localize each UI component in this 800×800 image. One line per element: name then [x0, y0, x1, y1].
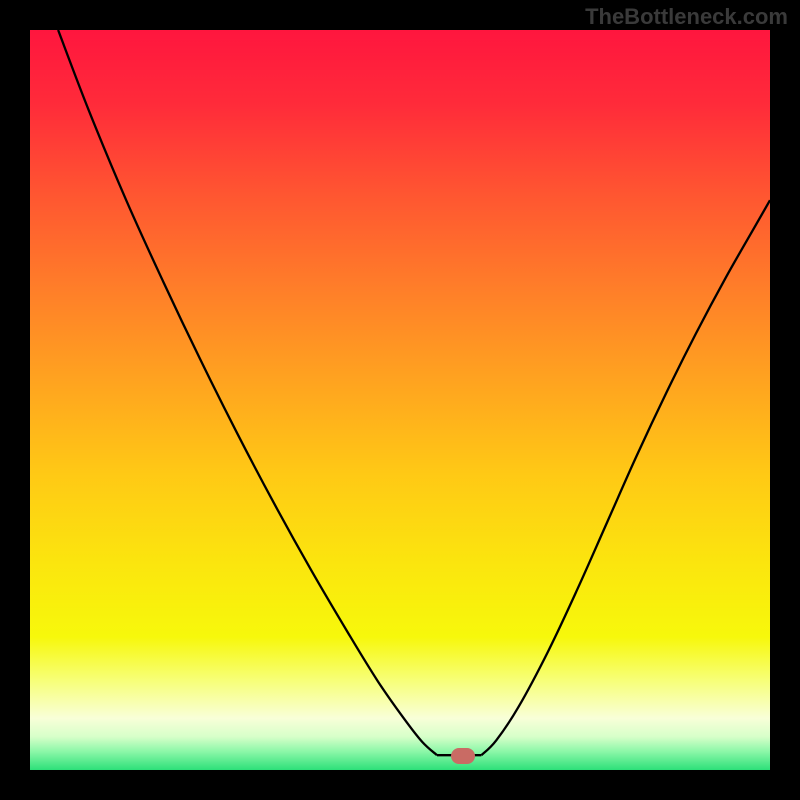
gradient-background — [30, 30, 770, 770]
chart-plot-area — [30, 30, 770, 770]
bottleneck-marker — [451, 748, 475, 764]
watermark-text: TheBottleneck.com — [585, 4, 788, 30]
